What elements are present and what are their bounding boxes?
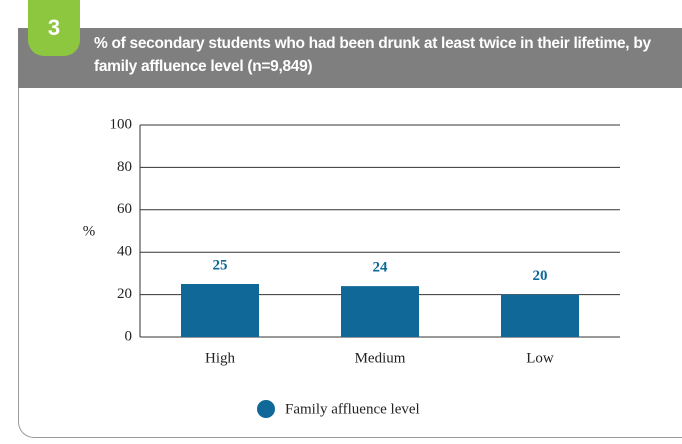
y-tick-label: 80 <box>117 159 132 175</box>
x-tick-label: Medium <box>355 350 406 366</box>
legend-label: Family affluence level <box>285 401 420 417</box>
y-tick-label: 40 <box>117 244 132 260</box>
header-bar <box>18 28 682 88</box>
data-label: 25 <box>213 257 228 273</box>
figure-badge: 3 <box>28 0 80 56</box>
y-axis-label: % <box>83 223 96 239</box>
data-label: 20 <box>533 268 548 284</box>
bar <box>181 284 259 337</box>
y-tick-label: 0 <box>125 328 133 344</box>
y-tick-label: 20 <box>117 286 132 302</box>
y-tick-label: 100 <box>110 116 133 132</box>
legend-marker <box>257 400 275 418</box>
panel <box>18 28 682 438</box>
chart-title: % of secondary students who had been dru… <box>94 35 651 75</box>
x-tick-label: Low <box>526 350 554 366</box>
bar <box>341 286 419 337</box>
data-label: 24 <box>373 260 389 276</box>
x-tick-label: High <box>205 350 236 366</box>
bar <box>501 294 579 337</box>
y-tick-label: 60 <box>117 201 132 217</box>
